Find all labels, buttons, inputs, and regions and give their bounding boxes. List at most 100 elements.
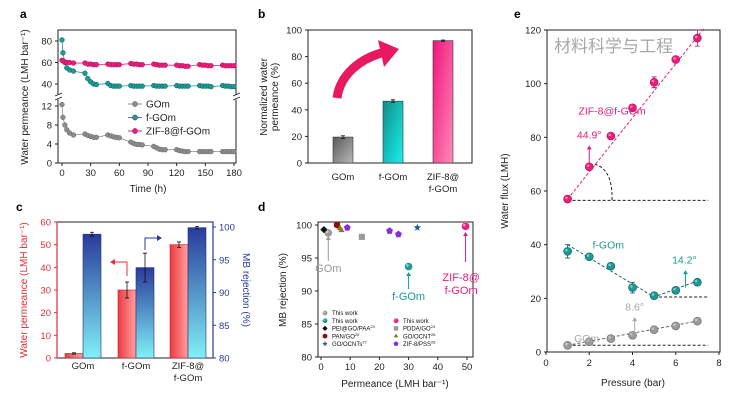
data-point-circle-highlight bbox=[406, 263, 409, 267]
legend-marker-diamond bbox=[322, 325, 328, 331]
y-tick-label: 0 bbox=[536, 348, 541, 359]
data-point bbox=[693, 33, 702, 43]
error-bar bbox=[72, 352, 76, 355]
annotation-line: f-GOm bbox=[392, 291, 425, 303]
data-point bbox=[139, 142, 145, 148]
data-point-star bbox=[413, 223, 422, 231]
annotation-label: GOm bbox=[315, 263, 341, 275]
data-point bbox=[116, 135, 122, 141]
y-left-tick-label: 50 bbox=[40, 240, 51, 251]
data-point bbox=[231, 148, 237, 155]
annotation-line: GOm bbox=[315, 263, 341, 275]
bar bbox=[332, 136, 354, 164]
legend-marker-triangle bbox=[393, 333, 399, 338]
legend-ref: 25 bbox=[355, 332, 360, 337]
permeance-bar bbox=[117, 289, 137, 359]
data-point bbox=[93, 81, 100, 88]
panel-a: a Water permeance (LMH bar⁻¹) Time (h) 0… bbox=[20, 7, 242, 195]
data-point bbox=[231, 84, 237, 90]
legend-label: GO/OCNT26 bbox=[403, 332, 436, 341]
x-axis-label: Permeance (LMH bar⁻¹) bbox=[341, 379, 449, 390]
watermark: 材料科学与工程 bbox=[554, 37, 673, 56]
annotation-arrow-head bbox=[325, 236, 331, 240]
legend-marker-circle bbox=[322, 317, 328, 324]
annotation-line: f-GOm bbox=[445, 285, 478, 297]
legend-name: This work bbox=[332, 319, 359, 325]
data-point-highlight bbox=[651, 79, 655, 83]
data-point bbox=[185, 83, 191, 89]
angle-arrow-head bbox=[586, 145, 592, 150]
error-bar bbox=[125, 281, 129, 299]
data-point-highlight bbox=[608, 336, 611, 339]
data-point bbox=[693, 316, 702, 326]
x-tick-label: 150 bbox=[197, 168, 213, 179]
annotation-label: ZIF-8@ f-GOm bbox=[442, 272, 479, 297]
rejection-bar bbox=[187, 227, 207, 359]
left-axis-arrow bbox=[114, 261, 128, 276]
plot-frame bbox=[317, 221, 474, 358]
legend-name: PDDA/GO bbox=[403, 327, 431, 333]
x-tick-label: 20 bbox=[374, 362, 385, 373]
x-tick-label: f-GOm bbox=[174, 373, 203, 384]
legend-label: PAN/GO25 bbox=[332, 332, 360, 341]
data-point-highlight bbox=[586, 339, 590, 342]
error-bar bbox=[177, 241, 181, 248]
legend-name: This work bbox=[403, 319, 430, 325]
data-point bbox=[185, 63, 191, 69]
error-bar bbox=[441, 39, 445, 42]
legend-ref: 28 bbox=[431, 340, 436, 345]
x-tick-label: GOm bbox=[332, 172, 355, 183]
legend-label: GO/OCNTs27 bbox=[332, 340, 368, 349]
legend-marker-circle-highlight bbox=[323, 319, 326, 321]
legend-marker bbox=[132, 128, 138, 134]
y-tick-label: 120 bbox=[525, 26, 541, 37]
y-tick-label: 95 bbox=[301, 254, 312, 265]
y-right-tick-label: 95 bbox=[219, 255, 230, 266]
y-axis-label-line2: permeance (%) bbox=[270, 63, 281, 131]
data-point-highlight bbox=[694, 279, 698, 283]
legend-marker-circle bbox=[393, 317, 399, 324]
data-point bbox=[185, 148, 191, 155]
annotation-arrow-head bbox=[463, 232, 469, 236]
data-point bbox=[62, 122, 68, 128]
legend-marker-star bbox=[322, 340, 328, 347]
data-point-highlight bbox=[565, 248, 568, 252]
panel-b: b Normalized water permeance (%) 0 20 40 60… bbox=[258, 7, 473, 195]
y-tick-label: 80 bbox=[41, 37, 52, 48]
data-point bbox=[693, 277, 702, 287]
panel-label-c: c bbox=[16, 200, 23, 214]
x-tick-label: 0 bbox=[318, 362, 323, 373]
x-tick-label: 6 bbox=[673, 358, 678, 369]
legend-marker bbox=[132, 114, 138, 121]
data-point bbox=[60, 114, 66, 121]
y-axis-label: MB rejection (%) bbox=[278, 253, 289, 327]
y-tick-label: 80 bbox=[530, 133, 541, 144]
y-tick-label: 60 bbox=[41, 58, 52, 69]
error-bar bbox=[341, 135, 345, 139]
y-left-tick-label: 10 bbox=[40, 331, 51, 342]
permeance-bar bbox=[169, 244, 189, 359]
data-point bbox=[606, 334, 616, 343]
y-axis-label-line1: Normalized water bbox=[259, 57, 270, 135]
y-tick-label: 4 bbox=[47, 140, 52, 151]
error-bar bbox=[391, 99, 395, 103]
data-point bbox=[563, 194, 572, 204]
y-tick-label: 8 bbox=[47, 121, 52, 132]
data-point bbox=[82, 70, 88, 76]
legend-label: GOm bbox=[146, 100, 170, 111]
data-point bbox=[628, 103, 637, 113]
legend-marker-square bbox=[393, 326, 399, 331]
y-tick-label: 100 bbox=[296, 221, 312, 232]
x-axis-label: Time (h) bbox=[130, 184, 167, 195]
y-tick-label: 80 bbox=[301, 353, 312, 364]
data-point bbox=[208, 148, 214, 155]
angle-label: 44.9° bbox=[577, 130, 602, 142]
series-label: ZIF-8@f-GOm bbox=[578, 106, 645, 118]
x-tick-label: 30 bbox=[403, 362, 414, 373]
data-point-pentagon bbox=[395, 230, 402, 238]
y-left-tick-label: 20 bbox=[40, 308, 51, 319]
legend-ref: 23 bbox=[370, 324, 375, 329]
right-axis-arrow-head bbox=[157, 235, 162, 241]
data-point-highlight bbox=[651, 327, 655, 330]
x-tick-label: f-GOm bbox=[122, 361, 151, 372]
